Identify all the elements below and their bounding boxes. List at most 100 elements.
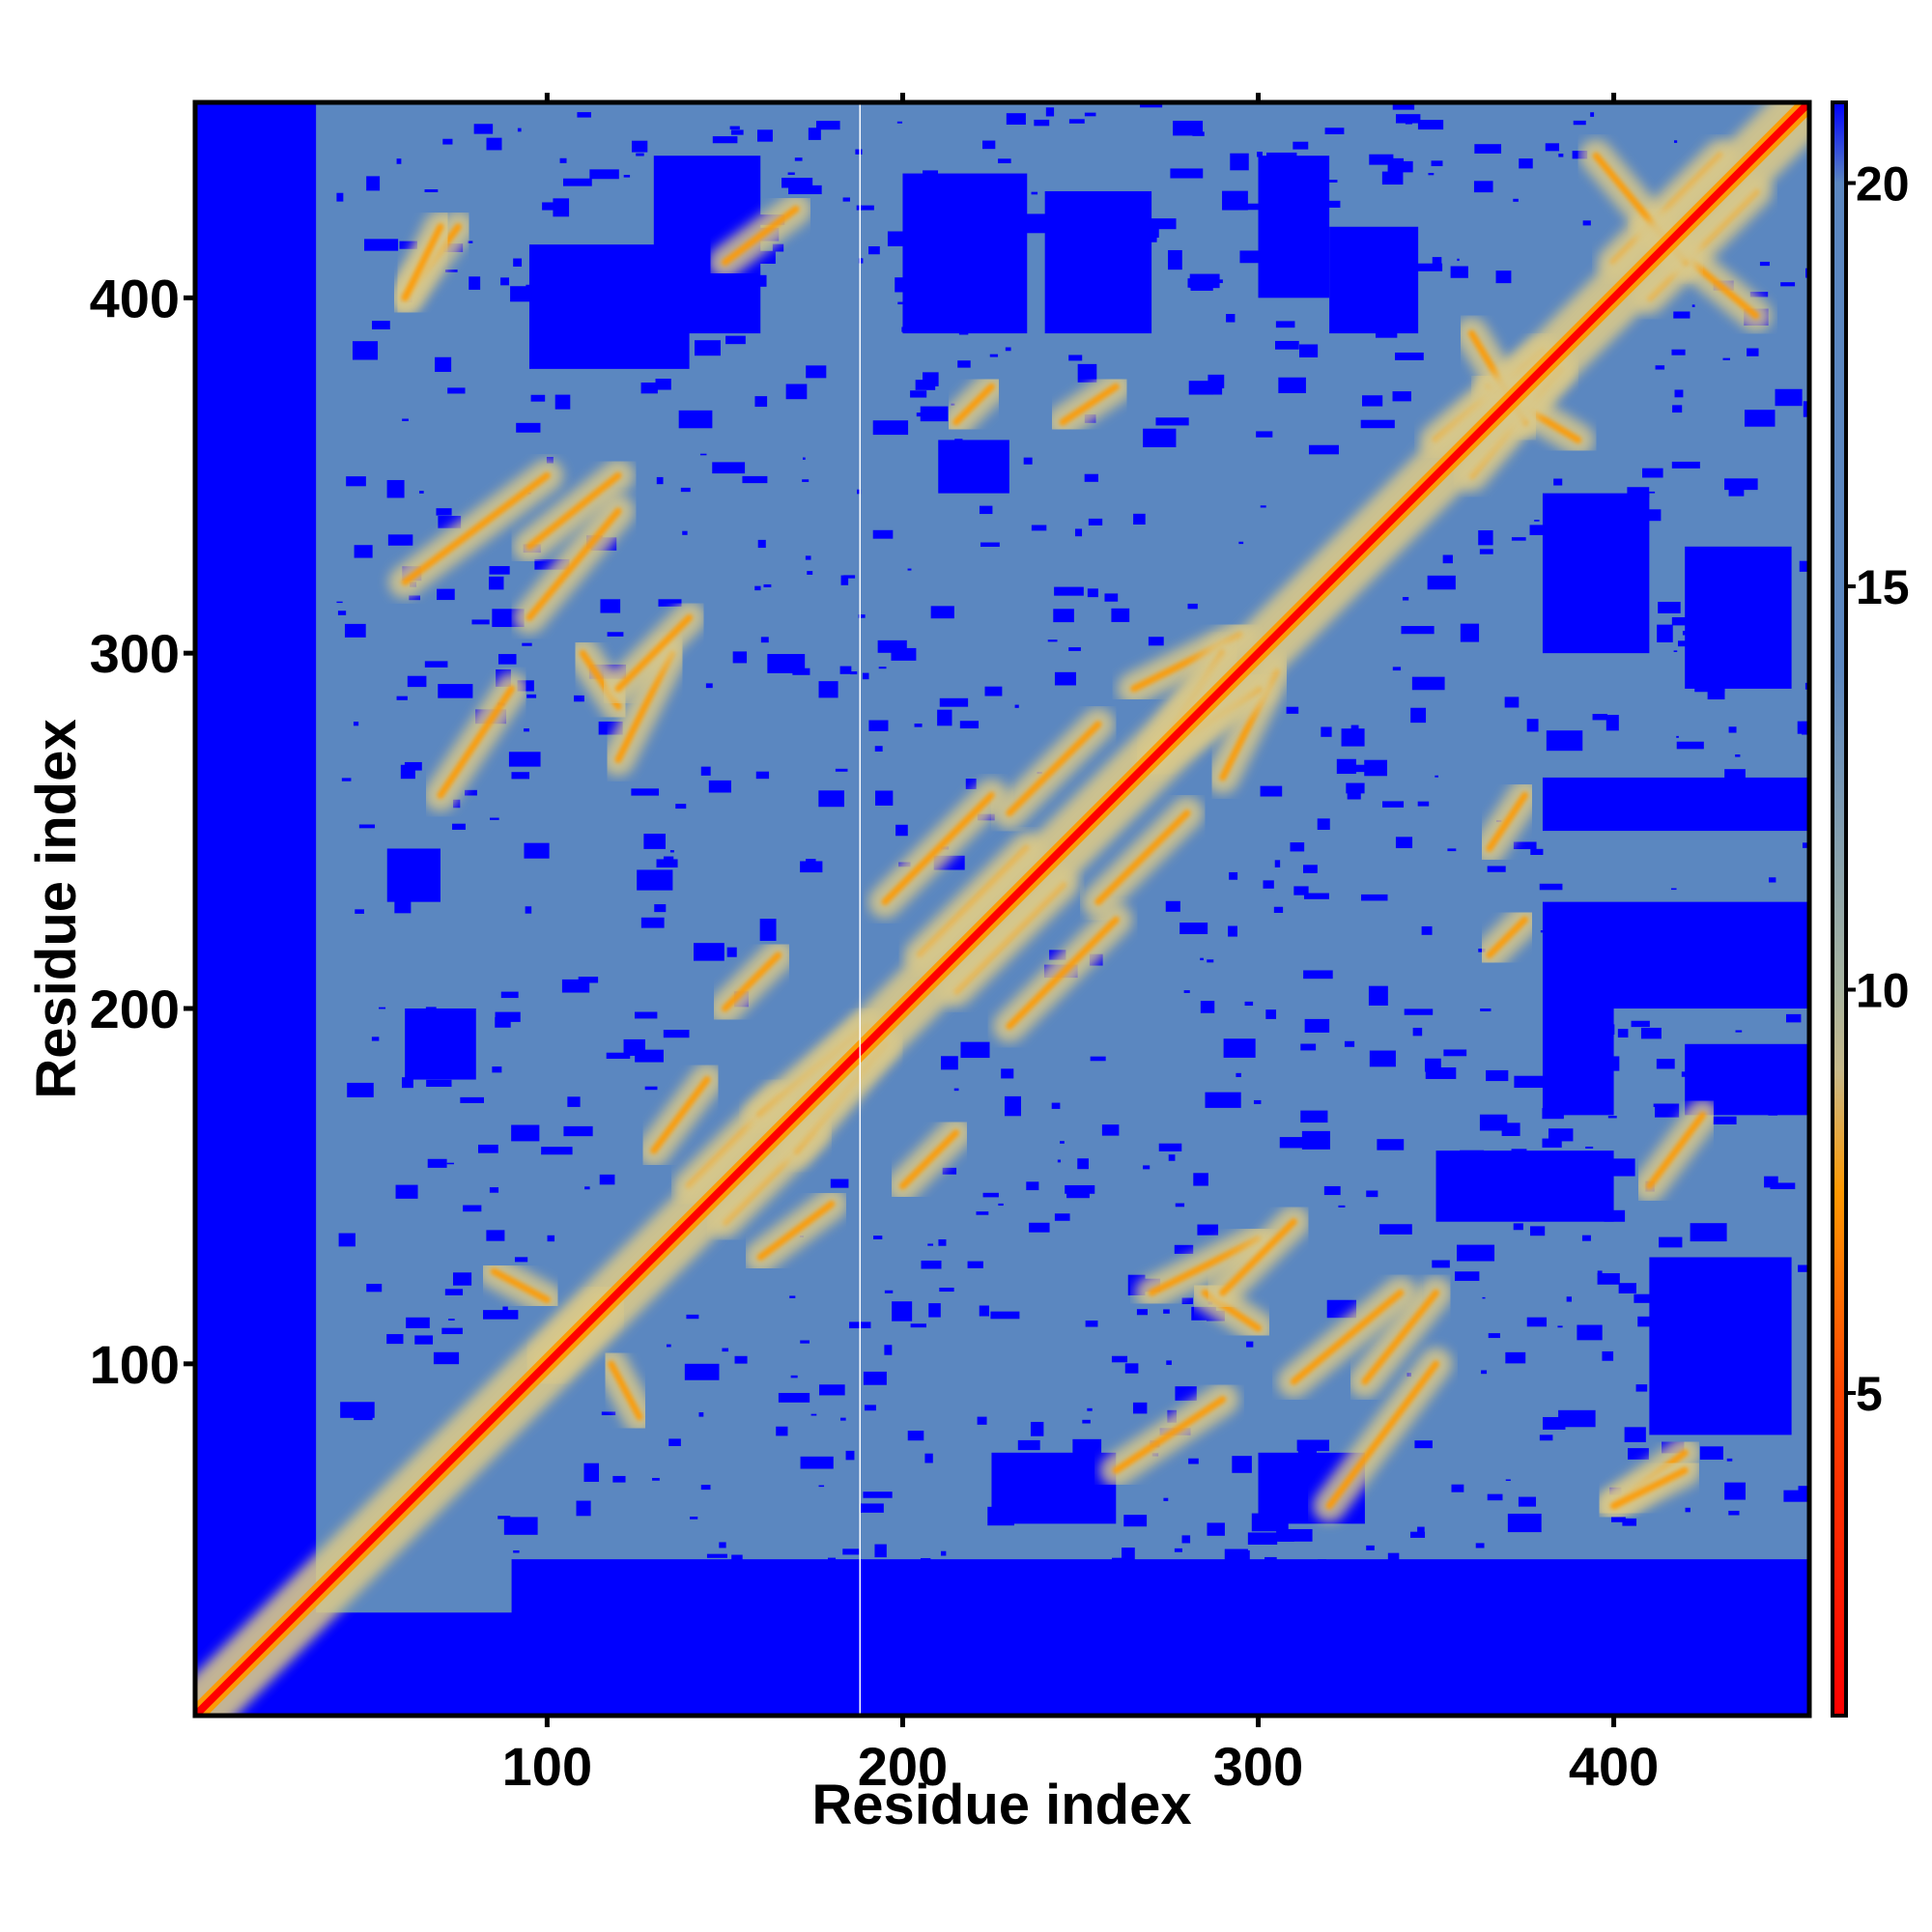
far-speck [860, 1503, 884, 1513]
far-speck [1163, 1309, 1170, 1314]
far-speck [547, 1235, 555, 1242]
far-speck [895, 824, 908, 837]
far-speck [1336, 758, 1356, 775]
far-speck [967, 266, 994, 284]
contact-band [721, 205, 800, 267]
far-speck [726, 947, 737, 957]
far-speck [896, 121, 903, 124]
far-speck [1513, 1223, 1523, 1231]
far-speck [444, 270, 458, 272]
far-speck [563, 1125, 593, 1137]
far-speck [497, 1516, 511, 1520]
far-speck [1134, 233, 1157, 242]
far-speck [864, 1405, 876, 1411]
far-speck [1173, 120, 1204, 136]
far-speck [892, 1301, 913, 1321]
far-speck [1123, 1515, 1148, 1527]
far-speck [1721, 1340, 1726, 1343]
colorbar-tick-label: 20 [1856, 157, 1910, 212]
far-speck [1780, 282, 1796, 287]
far-speck [572, 274, 600, 294]
far-speck [654, 904, 667, 913]
far-speck [447, 387, 466, 394]
far-speck [921, 1260, 942, 1269]
far-speck [1035, 215, 1038, 218]
far-speck [1728, 489, 1745, 497]
far-speck [1175, 1386, 1197, 1401]
far-speck [1671, 616, 1688, 626]
far-speck [637, 869, 673, 891]
far-region [1649, 1257, 1792, 1435]
far-speck [444, 1289, 464, 1295]
far-speck [358, 824, 376, 829]
far-speck [694, 943, 724, 961]
far-speck [1759, 783, 1790, 799]
far-speck [1369, 154, 1394, 165]
far-speck [1519, 158, 1533, 169]
far-speck [1505, 1479, 1511, 1481]
far-speck [511, 1124, 540, 1142]
contact-band [1290, 1289, 1405, 1385]
far-speck [541, 1147, 573, 1155]
far-speck [1006, 113, 1026, 126]
far-speck [907, 1431, 924, 1441]
far-speck [1539, 1435, 1553, 1441]
far-speck [1246, 1341, 1254, 1348]
colorbar: 5 10 15 20 [1831, 100, 1910, 1718]
x-tick-label: 400 [1569, 1736, 1659, 1797]
far-speck [1749, 1377, 1775, 1392]
far-speck [1431, 160, 1443, 166]
far-speck [1002, 198, 1008, 200]
far-speck [1698, 913, 1725, 926]
far-speck [884, 1290, 894, 1293]
far-speck [436, 508, 452, 516]
far-speck [990, 1311, 1020, 1320]
far-speck [840, 1417, 846, 1421]
far-speck [858, 614, 866, 618]
far-speck [1631, 1020, 1650, 1028]
far-speck [1546, 730, 1583, 752]
far-speck [1237, 203, 1264, 211]
far-speck [1564, 622, 1580, 639]
far-speck [441, 1327, 463, 1335]
far-speck [1589, 1056, 1620, 1071]
far-speck [1188, 381, 1213, 395]
far-speck [1327, 180, 1338, 183]
far-speck [1752, 1046, 1763, 1052]
far-speck [982, 140, 996, 150]
far-speck [1530, 848, 1544, 855]
far-speck [468, 241, 473, 243]
far-speck [706, 1553, 727, 1558]
far-speck [1607, 1116, 1617, 1119]
far-speck [1618, 946, 1637, 952]
far-speck [1175, 1203, 1185, 1208]
far-speck [631, 140, 648, 153]
far-speck [734, 1355, 748, 1364]
far-speck [453, 799, 461, 809]
far-speck [916, 412, 923, 417]
far-speck [1068, 355, 1083, 361]
far-speck [788, 185, 822, 195]
far-speck [364, 239, 399, 251]
far-speck [526, 694, 537, 698]
far-speck [680, 487, 691, 493]
far-speck [1297, 1446, 1316, 1455]
far-speck [640, 382, 658, 394]
far-speck [1084, 112, 1096, 117]
far-speck [453, 1272, 472, 1286]
far-speck [1004, 1095, 1021, 1117]
far-speck [818, 681, 838, 698]
far-speck [1724, 769, 1746, 790]
y-axis-label: Residue index [25, 719, 88, 1098]
far-speck [878, 667, 887, 669]
far-speck [1674, 389, 1684, 398]
far-speck [658, 599, 682, 607]
far-speck [606, 1052, 631, 1060]
far-speck [1762, 1104, 1788, 1115]
far-speck [1183, 990, 1190, 993]
far-region [1258, 156, 1330, 298]
far-speck [599, 1174, 615, 1185]
far-speck [1412, 1027, 1423, 1037]
far-speck [419, 491, 424, 494]
far-speck [1585, 1146, 1594, 1149]
